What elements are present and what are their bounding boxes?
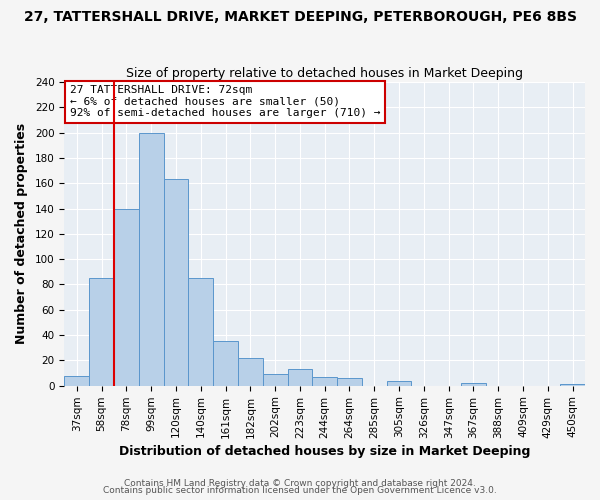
Bar [238,358,263,386]
Bar [188,278,213,386]
X-axis label: Distribution of detached houses by size in Market Deeping: Distribution of detached houses by size … [119,444,530,458]
Text: 27 TATTERSHALL DRIVE: 72sqm
← 6% of detached houses are smaller (50)
92% of semi: 27 TATTERSHALL DRIVE: 72sqm ← 6% of deta… [70,85,380,118]
Title: Size of property relative to detached houses in Market Deeping: Size of property relative to detached ho… [126,66,523,80]
Bar [139,132,164,386]
Bar [287,370,313,386]
Bar [263,374,287,386]
Bar [313,377,337,386]
Bar [89,278,114,386]
Bar [461,383,486,386]
Bar [114,208,139,386]
Bar [164,180,188,386]
Text: 27, TATTERSHALL DRIVE, MARKET DEEPING, PETERBOROUGH, PE6 8BS: 27, TATTERSHALL DRIVE, MARKET DEEPING, P… [23,10,577,24]
Bar [213,342,238,386]
Text: Contains HM Land Registry data © Crown copyright and database right 2024.: Contains HM Land Registry data © Crown c… [124,478,476,488]
Text: Contains public sector information licensed under the Open Government Licence v3: Contains public sector information licen… [103,486,497,495]
Y-axis label: Number of detached properties: Number of detached properties [15,124,28,344]
Bar [337,378,362,386]
Bar [64,376,89,386]
Bar [560,384,585,386]
Bar [386,380,412,386]
